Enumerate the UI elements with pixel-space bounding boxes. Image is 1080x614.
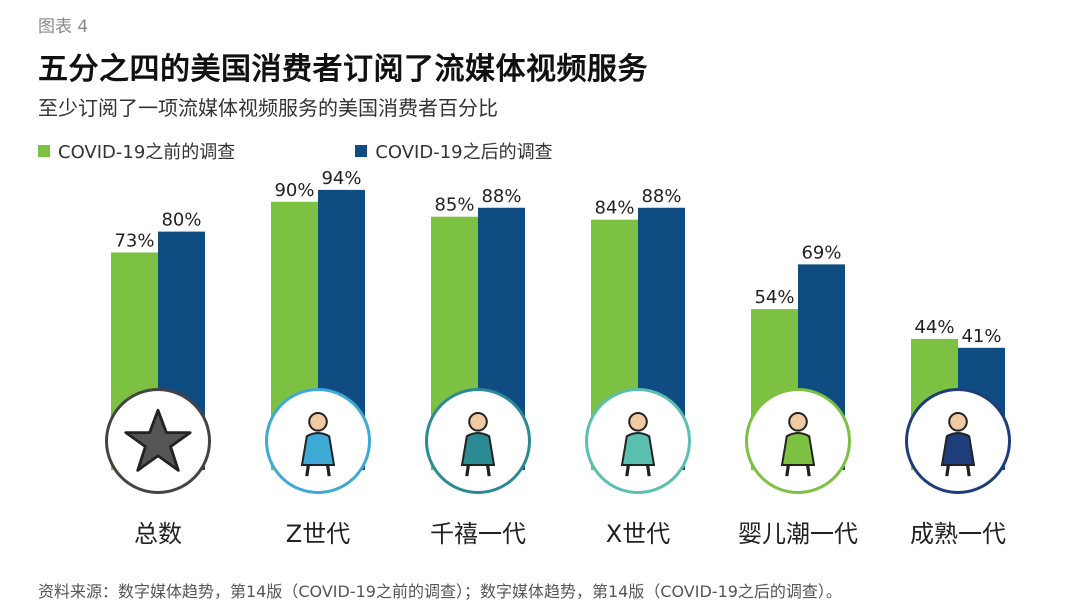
- gen-z-person-icon: [265, 388, 371, 494]
- millennial-person-icon: [425, 388, 531, 494]
- silent-gen-person-icon: [905, 388, 1011, 494]
- data-label-before-5: 44%: [914, 317, 954, 338]
- legend: COVID-19之前的调查 COVID-19之后的调查: [38, 138, 673, 164]
- legend-label-after: COVID-19之后的调查: [375, 142, 553, 163]
- category-label-0: 总数: [134, 520, 182, 548]
- data-label-before-1: 90%: [274, 180, 314, 201]
- star-icon: [105, 388, 211, 494]
- category-label-3: X世代: [605, 520, 671, 548]
- data-label-after-2: 88%: [481, 186, 521, 207]
- legend-swatch-before: [38, 145, 50, 157]
- category-label-4: 婴儿潮一代: [738, 520, 858, 548]
- category-label-2: 千禧一代: [430, 520, 526, 548]
- chart-subtitle: 至少订阅了一项流媒体视频服务的美国消费者百分比: [38, 96, 498, 120]
- legend-item-before: COVID-19之前的调查: [38, 138, 235, 164]
- data-label-before-3: 84%: [594, 198, 634, 219]
- legend-label-before: COVID-19之前的调查: [58, 142, 236, 163]
- data-label-after-4: 69%: [801, 242, 841, 263]
- category-label-1: Z世代: [285, 520, 351, 548]
- figure-label: 图表 4: [38, 17, 89, 37]
- legend-item-after: COVID-19之后的调查: [355, 138, 553, 164]
- data-label-before-2: 85%: [434, 195, 474, 216]
- legend-swatch-after: [355, 145, 368, 157]
- gen-x-person-icon: [585, 388, 691, 494]
- data-label-after-5: 41%: [961, 326, 1001, 347]
- data-label-before-4: 54%: [754, 287, 794, 308]
- source-note: 资料来源：数字媒体趋势，第14版（COVID-19之前的调查）；数字媒体趋势，第…: [38, 582, 842, 601]
- data-label-before-0: 73%: [114, 230, 154, 251]
- data-label-after-1: 94%: [321, 168, 361, 189]
- chart-title: 五分之四的美国消费者订阅了流媒体视频服务: [38, 52, 648, 87]
- boomer-person-icon: [745, 388, 851, 494]
- category-label-5: 成熟一代: [910, 520, 1006, 548]
- data-label-after-0: 80%: [161, 210, 201, 231]
- data-label-after-3: 88%: [641, 186, 681, 207]
